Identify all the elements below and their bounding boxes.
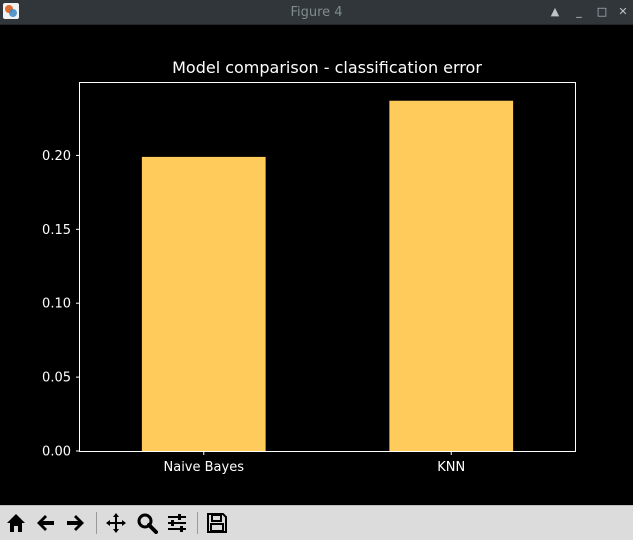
x-tick-label: KNN <box>437 460 465 475</box>
home-icon[interactable] <box>3 510 29 536</box>
axes-frame <box>79 82 576 452</box>
figure-canvas[interactable]: Model comparison - classification error … <box>0 25 633 505</box>
minimize-button[interactable]: _ <box>576 5 582 18</box>
toolbar-separator <box>96 512 97 534</box>
y-tick-label: 0.00 <box>42 445 71 460</box>
forward-arrow-icon[interactable] <box>62 510 88 536</box>
toolbar-separator <box>197 512 198 534</box>
shade-button[interactable]: ▲ <box>550 5 560 18</box>
y-tick-label: 0.05 <box>42 371 71 386</box>
close-button[interactable]: ✕ <box>618 5 628 18</box>
bar-knn <box>389 100 514 452</box>
y-tick-label: 0.20 <box>42 149 71 164</box>
pan-icon[interactable] <box>103 510 129 536</box>
chart-title: Model comparison - classification error <box>172 58 482 77</box>
y-tick-label: 0.10 <box>42 297 71 312</box>
window-titlebar: Figure 4 ▲ _ □ ✕ <box>0 0 633 25</box>
save-icon[interactable] <box>204 510 230 536</box>
zoom-icon[interactable] <box>134 510 160 536</box>
x-tick-label: Naive Bayes <box>164 460 245 475</box>
navigation-toolbar <box>0 505 633 540</box>
app-icon <box>3 3 19 19</box>
maximize-button[interactable]: □ <box>596 5 608 18</box>
bar-chart: Model comparison - classification error … <box>42 58 576 475</box>
subplots-icon[interactable] <box>164 510 190 536</box>
y-tick-label: 0.15 <box>42 223 71 238</box>
window-title: Figure 4 <box>290 5 343 20</box>
bar-naive-bayes <box>141 156 266 452</box>
back-arrow-icon[interactable] <box>33 510 59 536</box>
